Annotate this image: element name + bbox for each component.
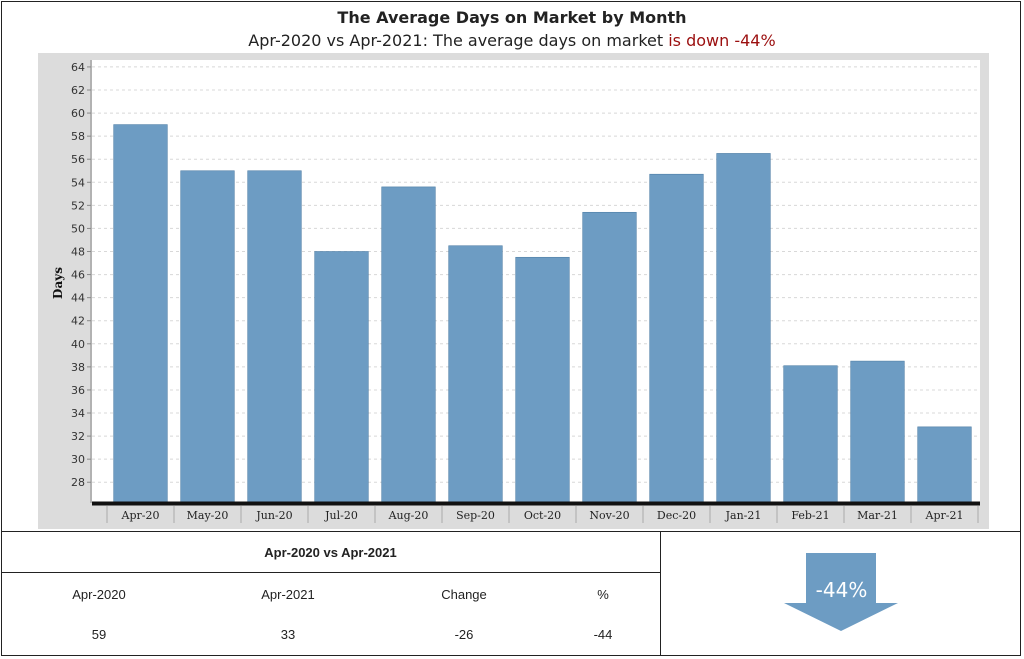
y-tick-label: 32	[71, 430, 85, 443]
x-tick-label: Apr-20	[121, 509, 160, 522]
bar	[582, 211, 637, 504]
y-tick-label: 46	[71, 269, 85, 282]
y-tick-label: 34	[71, 407, 85, 420]
bar	[247, 170, 302, 504]
comparison-heading: Apr-2020 vs Apr-2021	[264, 545, 397, 560]
x-tick-label: Jun-20	[255, 509, 292, 522]
value-percent: -44	[593, 627, 613, 642]
chart-title: The Average Days on Market by Month	[337, 8, 687, 27]
col-header-change: Change	[441, 587, 487, 602]
y-tick-label: 54	[71, 176, 85, 189]
y-axis: 28 30 32 34 36 38 40 42 44 46 48 50 52 54 56 58 60 62 64	[71, 60, 92, 503]
y-tick-label: 36	[71, 384, 85, 397]
x-tick-label: May-20	[187, 509, 229, 522]
bar	[716, 153, 771, 504]
x-tick-label: Aug-20	[388, 509, 429, 522]
x-axis: Apr-20 May-20 Jun-20 Jul-20 Aug-20 Sep-20 Oct-…	[92, 501, 980, 523]
change-indicator-label: -44%	[815, 578, 868, 602]
y-tick-label: 60	[71, 107, 85, 120]
x-tick-label: Dec-20	[657, 509, 696, 522]
value-change: -26	[454, 627, 474, 642]
x-tick-label: Oct-20	[524, 509, 561, 522]
y-tick-label: 28	[71, 476, 85, 489]
y-tick-label: 38	[71, 361, 85, 374]
y-tick-label: 62	[71, 84, 85, 97]
x-tick-label: Jul-20	[324, 509, 358, 522]
value-apr-2020: 59	[91, 627, 107, 642]
x-tick-label: Sep-20	[456, 509, 495, 522]
bar	[515, 256, 570, 504]
y-tick-label: 30	[71, 453, 85, 466]
bar	[448, 245, 503, 504]
bars	[113, 124, 972, 504]
x-tick-label: Jan-21	[725, 509, 762, 522]
col-header-percent: %	[597, 587, 609, 602]
y-axis-label: Days	[51, 267, 65, 299]
y-tick-label: 48	[71, 246, 85, 259]
x-tick-label: Apr-21	[925, 509, 964, 522]
x-tick-label: Feb-21	[791, 509, 829, 522]
bar	[783, 365, 838, 504]
y-tick-label: 44	[71, 292, 85, 305]
bar	[850, 360, 905, 504]
x-tick-label: Mar-21	[857, 509, 898, 522]
table-indicator-divider	[660, 531, 661, 655]
bar	[649, 173, 704, 504]
value-apr-2021: 33	[280, 627, 296, 642]
bar	[381, 186, 436, 504]
bar	[917, 426, 972, 504]
col-header-apr-2020: Apr-2020	[72, 587, 126, 602]
subtitle-prefix: Apr-2020 vs Apr-2021: The average days o…	[248, 31, 669, 50]
subtitle-highlight: is down -44%	[668, 31, 776, 50]
y-tick-label: 52	[71, 199, 85, 212]
bar	[113, 124, 168, 504]
y-tick-label: 50	[71, 222, 85, 235]
y-tick-label: 42	[71, 315, 85, 328]
section-divider	[1, 531, 1021, 532]
bar-chart: 28 30 32 34 36 38 40 42 44 46 48 50 52 54 56 58 60 62 64 A…	[38, 53, 989, 529]
y-tick-label: 64	[71, 61, 85, 74]
bar	[314, 251, 369, 504]
y-tick-label: 58	[71, 130, 85, 143]
comparison-rule	[1, 572, 660, 573]
y-tick-label: 56	[71, 153, 85, 166]
y-tick-label: 40	[71, 338, 85, 351]
x-tick-label: Nov-20	[589, 509, 629, 522]
bar	[180, 170, 235, 504]
down-arrow-icon	[784, 553, 898, 631]
chart-subtitle: Apr-2020 vs Apr-2021: The average days o…	[0, 31, 1024, 50]
col-header-apr-2021: Apr-2021	[261, 587, 315, 602]
